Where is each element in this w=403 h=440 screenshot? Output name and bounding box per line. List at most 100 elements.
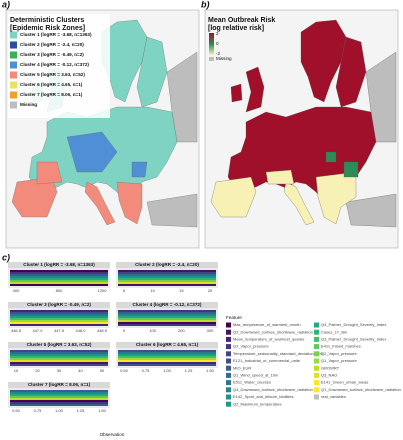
strip: [116, 302, 218, 308]
legend-label: E511_Water_courses: [233, 380, 271, 385]
legend-label: E141_Green_urban_areas: [321, 380, 368, 385]
feature-band: [118, 362, 216, 364]
feature-band: [118, 284, 216, 286]
legend-swatch: [314, 344, 319, 350]
feature-band: [10, 284, 108, 286]
strip: [8, 382, 110, 388]
legend-label: Q1_Vapor_pressure: [321, 358, 358, 363]
x-tick-label: 40: [78, 368, 83, 373]
feature-band: [10, 324, 108, 326]
legend-swatch: [226, 387, 231, 393]
legend-swatch: [10, 91, 17, 99]
x-axis-label: Observation: [100, 432, 125, 437]
legend-swatch: [10, 51, 17, 59]
panel-a: a) Deterministic Clusters [Epidemic Risk…: [2, 0, 200, 249]
x-tick-label: 0: [123, 328, 126, 333]
map: [11, 19, 198, 228]
legend-label: Cluster 5 (logRR = 3.63, n=52): [20, 72, 85, 77]
x-tick-label: 1.50: [206, 368, 215, 373]
legend-label: Q3_Downward_surface_shortwave_radiation: [233, 329, 313, 334]
feature-band: [10, 394, 108, 396]
x-tick-label: 800: [56, 288, 63, 293]
legend-swatch: [226, 344, 231, 350]
feature-band: [118, 310, 216, 312]
legend: -2 0 2: [216, 31, 221, 56]
feature-band: [10, 398, 108, 400]
legend-label: Max_temperature_of_warmest_month: [233, 322, 301, 327]
legend-label: MIO_EUR: [233, 365, 251, 370]
feature-band: [10, 390, 108, 392]
legend-label: Q2_Vapor_pressure: [321, 351, 358, 356]
legend-label: 0: [216, 41, 219, 46]
legend-label: Q2_Maximum_temperature: [233, 401, 282, 406]
legend-swatch: [314, 387, 319, 393]
legend-label: GROWRT: [321, 365, 340, 370]
x-tick-label: 0.50: [12, 408, 21, 413]
feature-band: [10, 270, 108, 272]
feature-band: [118, 316, 216, 318]
legend-label: Missing: [20, 102, 37, 107]
legend-label: Cluster 3 (logRR = -0.49, n=2): [20, 52, 84, 57]
legend-swatch: [209, 57, 214, 61]
legend-swatch: [10, 71, 17, 79]
feature-band: [118, 358, 216, 360]
feature-band: [118, 364, 216, 366]
x-tick-label: 200: [178, 328, 185, 333]
feature-band: [10, 312, 108, 314]
legend-swatch: [226, 372, 231, 378]
feature-band: [10, 364, 108, 366]
x-tick-label: 0.50: [120, 368, 129, 373]
color-bar: [209, 33, 214, 55]
strip: [116, 262, 218, 268]
strip: [116, 342, 218, 348]
legend-swatch: [226, 394, 231, 400]
legend-swatch: [10, 31, 17, 39]
x-tick-label: 30: [57, 368, 62, 373]
legend-swatch: [226, 351, 231, 357]
x-tick-label: 400: [13, 288, 20, 293]
x-tick-label: 10: [14, 368, 19, 373]
feature-band: [10, 276, 108, 278]
feature-band: [10, 274, 108, 276]
legend-label: Missing: [216, 56, 232, 61]
panel-label: b): [201, 0, 210, 9]
legend-label: Cluster 2 (logRR = -2.4, n=20): [20, 42, 84, 47]
legend: Cluster 1 (logRR = -3.68, n=1363) Cluster…: [10, 31, 92, 109]
x-tick-label: 1.00: [55, 408, 64, 413]
x-tick-label: 100: [149, 328, 156, 333]
plot-title: Cluster 4 (logRR = -0.12, n=372): [133, 302, 202, 307]
feature-band: [118, 320, 216, 322]
plot-title: Cluster 5 (logRR = 3.63, n=52): [27, 342, 92, 347]
panel-label: a): [2, 0, 10, 9]
legend-swatch: [314, 380, 319, 386]
legend-swatch: [314, 329, 319, 335]
legend-label: Q3_Palmer_Drought_Severity_Index: [321, 336, 386, 341]
panel-b: b) Mean Outbreak Risk [log relative risk…: [201, 0, 399, 249]
feature-band: [118, 350, 216, 352]
x-tick-label: 1200: [98, 288, 108, 293]
legend-swatch: [226, 365, 231, 371]
legend-label: Temperature_seasonality_standard_deviati…: [233, 351, 323, 356]
feature-band: [118, 274, 216, 276]
legend-label: Mean_temperature_of_warmest_quarter: [233, 336, 305, 341]
legend-title: Feature: [226, 315, 242, 320]
plot-title: Cluster 6 (logRR = 4.65, n=1): [136, 342, 199, 347]
strip: [8, 342, 110, 348]
feature-band: [10, 352, 108, 354]
x-tick-label: 1.25: [77, 408, 86, 413]
x-tick-label: 1.25: [185, 368, 194, 373]
legend-label: Cluster 1 (logRR = -3.68, n=1363): [20, 32, 92, 37]
x-tick-label: 446.5: [11, 328, 22, 333]
legend-swatch: [10, 101, 17, 109]
legend-label: E411_Inland_marshes: [321, 344, 361, 349]
feature-band: [10, 310, 108, 312]
feature-band: [10, 356, 108, 358]
legend-label: -2: [216, 51, 221, 56]
legend-label: Q3_NAO: [321, 372, 337, 377]
feature-band: [10, 354, 108, 356]
legend-swatch: [226, 358, 231, 364]
feature-band: [118, 354, 216, 356]
feature-band: [10, 282, 108, 284]
panel-title: [log relative risk]: [208, 25, 264, 32]
legend-label: Q1_Wind_speed_at_10m: [233, 372, 279, 377]
